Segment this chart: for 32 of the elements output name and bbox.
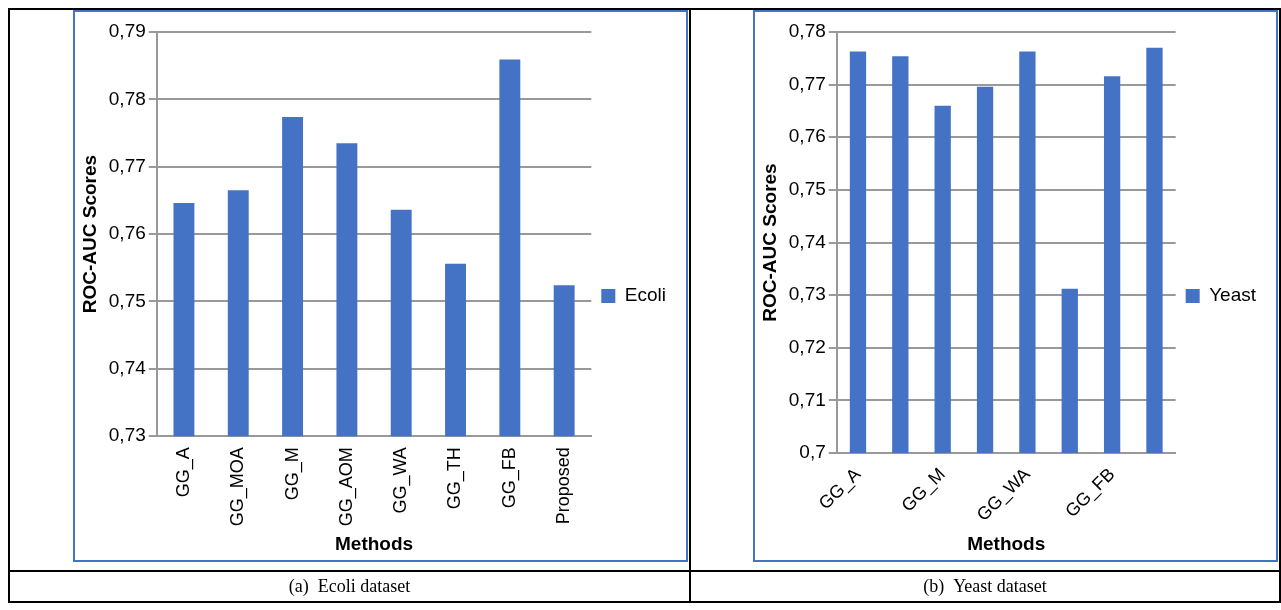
y-tick-label: 0,75 <box>108 289 146 311</box>
y-tick-label: 0,7 <box>799 441 826 463</box>
y-tick-label: 0,74 <box>108 357 147 379</box>
y-tick-label: 0,72 <box>788 336 826 357</box>
y-axis-title: ROC-AUC Scores <box>758 163 780 322</box>
y-tick-label: 0,78 <box>788 20 826 42</box>
y-tick-label: 0,79 <box>108 20 146 42</box>
text: (b) Yeast dataset <box>923 576 1047 596</box>
text: (a) Ecoli dataset <box>288 576 411 596</box>
y-tick-label: 0,76 <box>108 222 146 244</box>
legend-label: Ecoli <box>624 284 667 306</box>
x-axis-title: Methods <box>967 532 1046 554</box>
x-axis-title: Methods <box>334 532 414 554</box>
y-tick-label: 0,73 <box>108 424 146 446</box>
x-tick-label: GG_TH <box>444 447 466 510</box>
x-tick-label: GG_AOM <box>335 447 357 527</box>
x-tick-label: Proposed <box>553 447 574 525</box>
legend-label: Yeast <box>1209 284 1257 306</box>
y-tick-label: 0,71 <box>788 388 826 410</box>
y-axis-title: ROC-AUC Scores <box>78 154 100 314</box>
y-tick-label: 0,77 <box>788 72 826 94</box>
y-tick-label: 0,75 <box>788 178 826 200</box>
y-tick-label: 0,73 <box>788 283 826 305</box>
y-tick-label: 0,74 <box>788 230 827 252</box>
y-tick-label: 0,77 <box>108 154 146 176</box>
y-tick-label: 0,76 <box>788 125 826 147</box>
x-tick-label: GG_FB <box>498 447 520 509</box>
x-tick-label: GG_M <box>281 447 303 501</box>
x-tick-label: GG_MOA <box>227 447 249 527</box>
x-tick-label: GG_A <box>172 447 194 498</box>
y-tick-label: 0,78 <box>108 87 146 109</box>
x-tick-label: GG_WA <box>390 447 412 514</box>
